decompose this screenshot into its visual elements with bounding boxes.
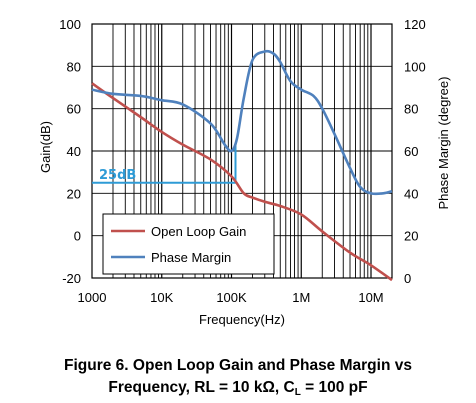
y-left-tick-label: 60 — [67, 102, 81, 117]
plot-frame — [91, 23, 393, 279]
y-right-tick-label: 0 — [404, 271, 411, 286]
y-right-tick-label: 80 — [404, 102, 418, 117]
legend-box — [102, 213, 275, 275]
legend-label-open-loop-gain: Open Loop Gain — [151, 224, 246, 239]
series-line-phase-margin — [91, 49, 393, 196]
figure-caption-line-2: Frequency, RL = 10 kΩ, CL = 100 pF — [108, 379, 368, 398]
annotation-label: 25dB — [99, 168, 136, 183]
y-left-tick-label: 100 — [59, 17, 81, 32]
y-left-tick-label: 80 — [67, 59, 81, 74]
figure-caption-line-1: Figure 6. Open Loop Gain and Phase Margi… — [64, 357, 412, 374]
y-right-tick-label: 40 — [404, 186, 418, 201]
x-tick-label: 1M — [292, 290, 310, 305]
legend-label-phase-margin: Phase Margin — [151, 250, 231, 265]
x-tick-label: 10K — [150, 290, 173, 305]
axis-ticks: 1000 10K 100K 1M 10M-20020406080100020406080… — [59, 17, 425, 305]
y-right-tick-label: 20 — [404, 229, 418, 244]
y-left-tick-label: 0 — [74, 229, 81, 244]
gain-phase-chart: 25dB 1000 10K 100K 1M 10M-200204060801000204… — [38, 17, 451, 327]
y-left-tick-label: -20 — [62, 271, 81, 286]
y-left-tick-label: 40 — [67, 144, 81, 159]
x-tick-label: 1000 — [78, 290, 107, 305]
series-lines — [91, 49, 393, 282]
series-line-open-loop-gain — [91, 82, 393, 282]
x-axis-label: Frequency(Hz) — [199, 312, 285, 327]
y-left-tick-label: 20 — [67, 186, 81, 201]
annotation-25db: 25dB — [92, 145, 237, 184]
y-right-tick-label: 120 — [404, 17, 426, 32]
x-tick-label: 10M — [358, 290, 383, 305]
y-axis-left-label: Gain(dB) — [38, 121, 53, 173]
y-axis-right-label: Phase Margin (degree) — [436, 77, 451, 210]
y-right-tick-label: 100 — [404, 59, 426, 74]
legend: Open Loop Gain Phase Margin — [102, 213, 275, 275]
x-tick-label: 100K — [216, 290, 247, 305]
y-right-tick-label: 60 — [404, 144, 418, 159]
